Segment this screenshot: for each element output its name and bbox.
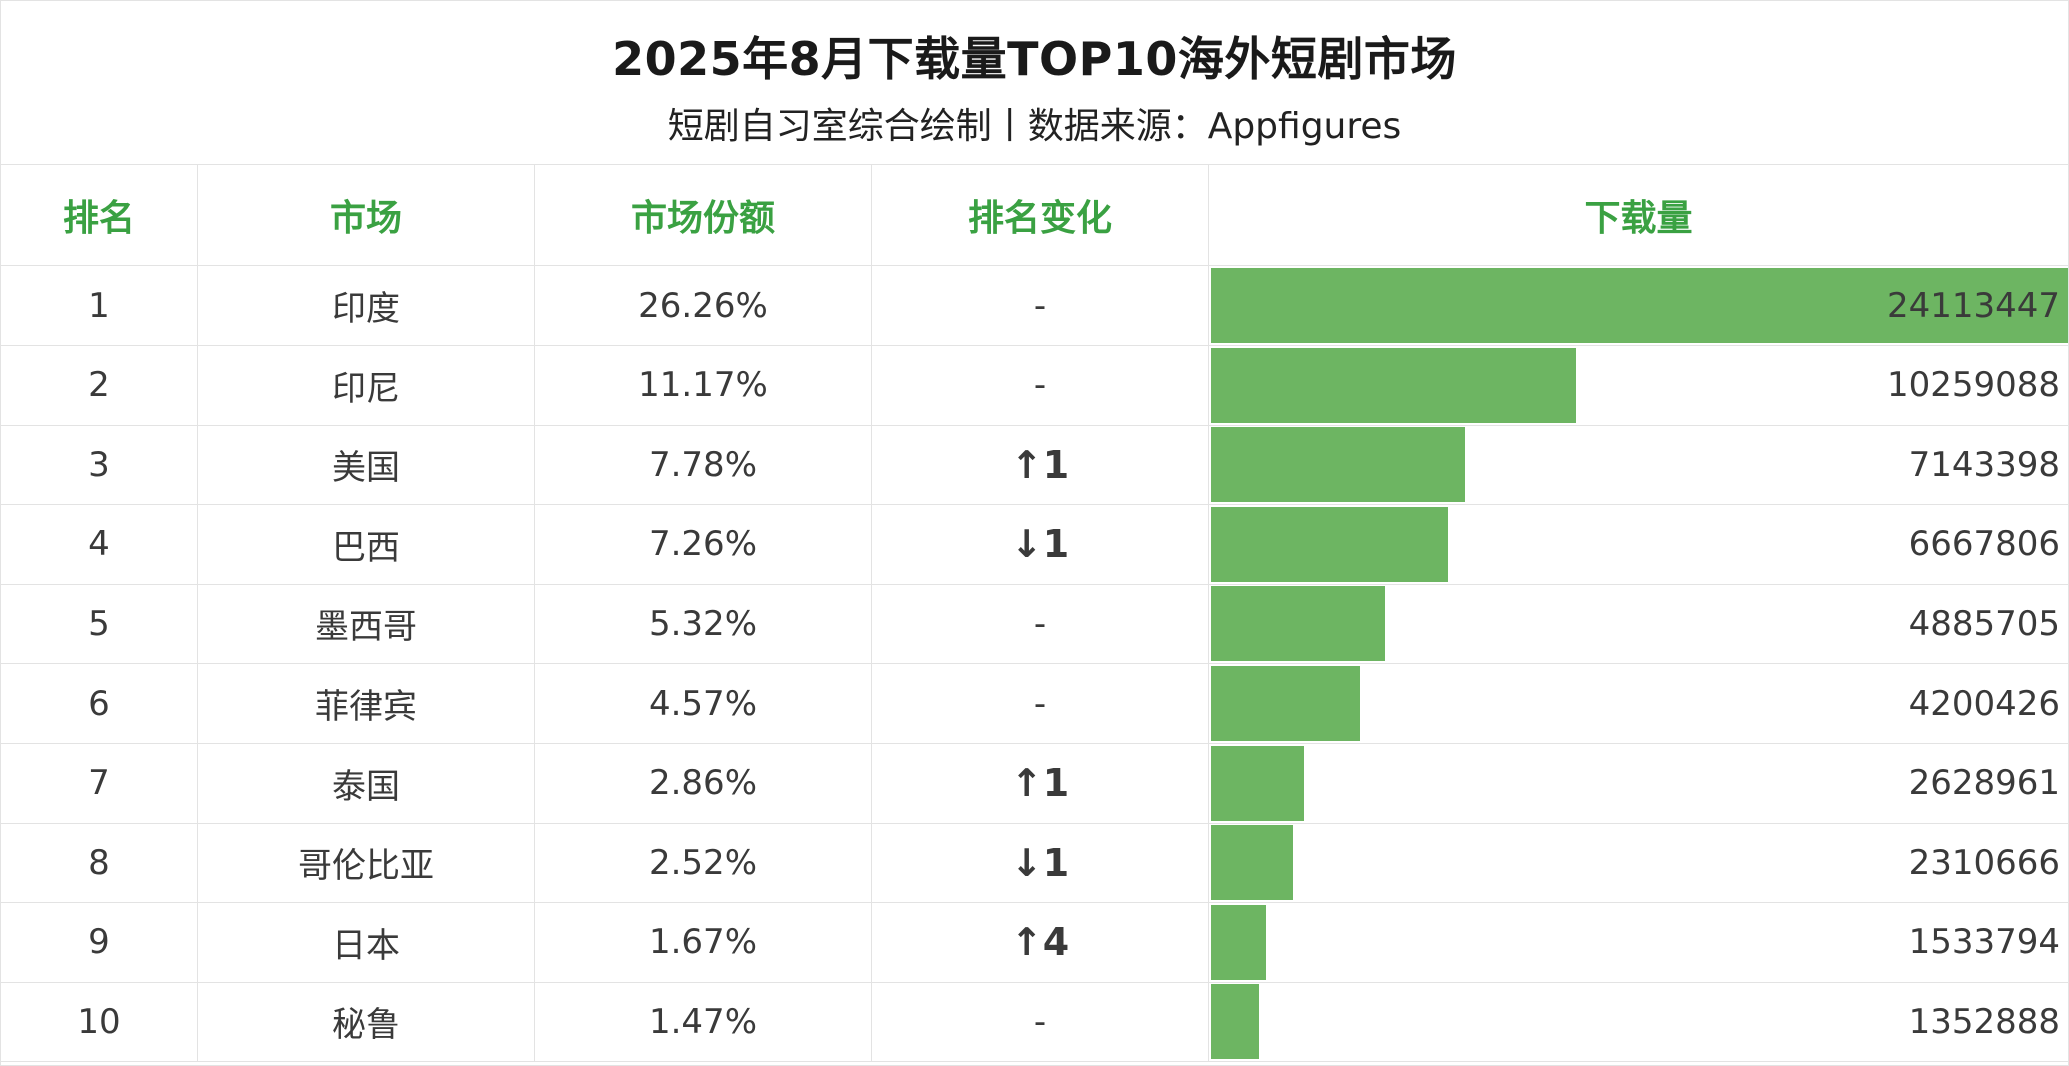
- table-row: 8 哥伦比亚 2.52% ↓1 2310666: [1, 823, 2068, 904]
- download-bar: [1211, 904, 1266, 980]
- downloads-cell: 2310666: [1209, 823, 2068, 902]
- download-bar: [1211, 347, 1576, 423]
- download-value-label: 4200426: [1908, 683, 2060, 724]
- download-value-label: 1352888: [1908, 1001, 2060, 1042]
- downloads-cell: 2628961: [1209, 744, 2068, 823]
- share-cell: 7.78%: [535, 425, 872, 505]
- market-cell: 巴西: [198, 504, 535, 584]
- table-row: 2 印尼 11.17% - 10259088: [1, 345, 2068, 426]
- market-cell: 哥伦比亚: [198, 823, 535, 903]
- market-cell: 美国: [198, 425, 535, 505]
- share-cell: 11.17%: [535, 345, 872, 425]
- rank-cell: 5: [1, 584, 198, 664]
- share-cell: 1.47%: [535, 982, 872, 1062]
- share-cell: 2.52%: [535, 823, 872, 903]
- rank-change-cell: ↑1: [872, 425, 1209, 505]
- rank-change-cell: -: [872, 345, 1209, 425]
- download-value-label: 7143398: [1908, 444, 2060, 485]
- download-bar: [1211, 745, 1304, 821]
- rank-change-cell: ↓1: [872, 504, 1209, 584]
- table-row: 9 日本 1.67% ↑4 1533794: [1, 902, 2068, 983]
- downloads-cell: 1352888: [1209, 982, 2068, 1061]
- downloads-cell: 24113447: [1209, 266, 2068, 345]
- table-row: 6 菲律宾 4.57% - 4200426: [1, 664, 2068, 744]
- download-bar: [1211, 984, 1259, 1060]
- chart-subtitle: 短剧自习室综合绘制丨数据来源：Appfigures: [667, 106, 1402, 147]
- downloads-cell: 10259088: [1209, 346, 2068, 425]
- chart-header: 2025年8月下载量TOP10海外短剧市场 短剧自习室综合绘制丨数据来源：App…: [1, 1, 2068, 165]
- market-cell: 墨西哥: [198, 584, 535, 664]
- download-bar: [1211, 506, 1448, 582]
- share-cell: 7.26%: [535, 504, 872, 584]
- rank-cell: 7: [1, 743, 198, 823]
- rank-change-cell: ↓1: [872, 823, 1209, 903]
- rank-cell: 1: [1, 266, 198, 345]
- market-cell: 菲律宾: [198, 664, 535, 743]
- share-cell: 2.86%: [535, 743, 872, 823]
- table-row: 1 印度 26.26% - 24113447: [1, 266, 2068, 346]
- market-cell: 印尼: [198, 345, 535, 425]
- download-bar: [1211, 427, 1465, 503]
- download-value-label: 1533794: [1908, 922, 2060, 963]
- table-row: 3 美国 7.78% ↑1 7143398: [1, 425, 2068, 506]
- rank-cell: 3: [1, 425, 198, 505]
- downloads-cell: 4885705: [1209, 584, 2068, 663]
- download-bar: [1211, 825, 1293, 901]
- download-bar: [1211, 268, 2068, 343]
- downloads-cell: 4200426: [1209, 664, 2068, 743]
- column-header-change: 排名变化: [872, 165, 1209, 265]
- downloads-cell: 1533794: [1209, 903, 2068, 982]
- table-row: 4 巴西 7.26% ↓1 6667806: [1, 504, 2068, 585]
- download-value-label: 4885705: [1908, 603, 2060, 644]
- rank-change-cell: ↑4: [872, 902, 1209, 982]
- share-cell: 26.26%: [535, 266, 872, 345]
- rank-cell: 9: [1, 902, 198, 982]
- market-cell: 泰国: [198, 743, 535, 823]
- rank-cell: 8: [1, 823, 198, 903]
- share-cell: 5.32%: [535, 584, 872, 664]
- rank-change-cell: -: [872, 584, 1209, 664]
- download-value-label: 6667806: [1908, 524, 2060, 565]
- column-header-rank: 排名: [1, 165, 198, 265]
- rank-change-cell: ↑1: [872, 743, 1209, 823]
- column-header-downloads: 下载量: [1584, 198, 1693, 239]
- rank-change-cell: -: [872, 664, 1209, 743]
- table-header-row: 排名 市场 市场份额 排名变化 下载量: [1, 165, 2068, 266]
- downloads-cell: 6667806: [1209, 505, 2068, 584]
- market-cell: 印度: [198, 266, 535, 345]
- download-value-label: 24113447: [1886, 285, 2060, 326]
- share-cell: 1.67%: [535, 902, 872, 982]
- market-cell: 日本: [198, 902, 535, 982]
- download-value-label: 10259088: [1886, 365, 2060, 406]
- table-row: 7 泰国 2.86% ↑1 2628961: [1, 743, 2068, 824]
- rank-cell: 10: [1, 982, 198, 1062]
- rank-cell: 2: [1, 345, 198, 425]
- rank-change-cell: -: [872, 266, 1209, 345]
- rank-change-cell: -: [872, 982, 1209, 1062]
- column-header-share: 市场份额: [535, 165, 872, 265]
- download-bar: [1211, 666, 1360, 741]
- downloads-cell: 7143398: [1209, 425, 2068, 504]
- table-row: 10 秘鲁 1.47% - 1352888: [1, 982, 2068, 1063]
- market-cell: 秘鲁: [198, 982, 535, 1062]
- table-row: 5 墨西哥 5.32% - 4885705: [1, 584, 2068, 665]
- download-value-label: 2628961: [1908, 763, 2060, 804]
- column-header-market: 市场: [198, 165, 535, 265]
- download-value-label: 2310666: [1908, 842, 2060, 883]
- rank-cell: 4: [1, 504, 198, 584]
- share-cell: 4.57%: [535, 664, 872, 743]
- rank-cell: 6: [1, 664, 198, 743]
- download-bar: [1211, 586, 1385, 662]
- chart-title: 2025年8月下载量TOP10海外短剧市场: [612, 32, 1457, 86]
